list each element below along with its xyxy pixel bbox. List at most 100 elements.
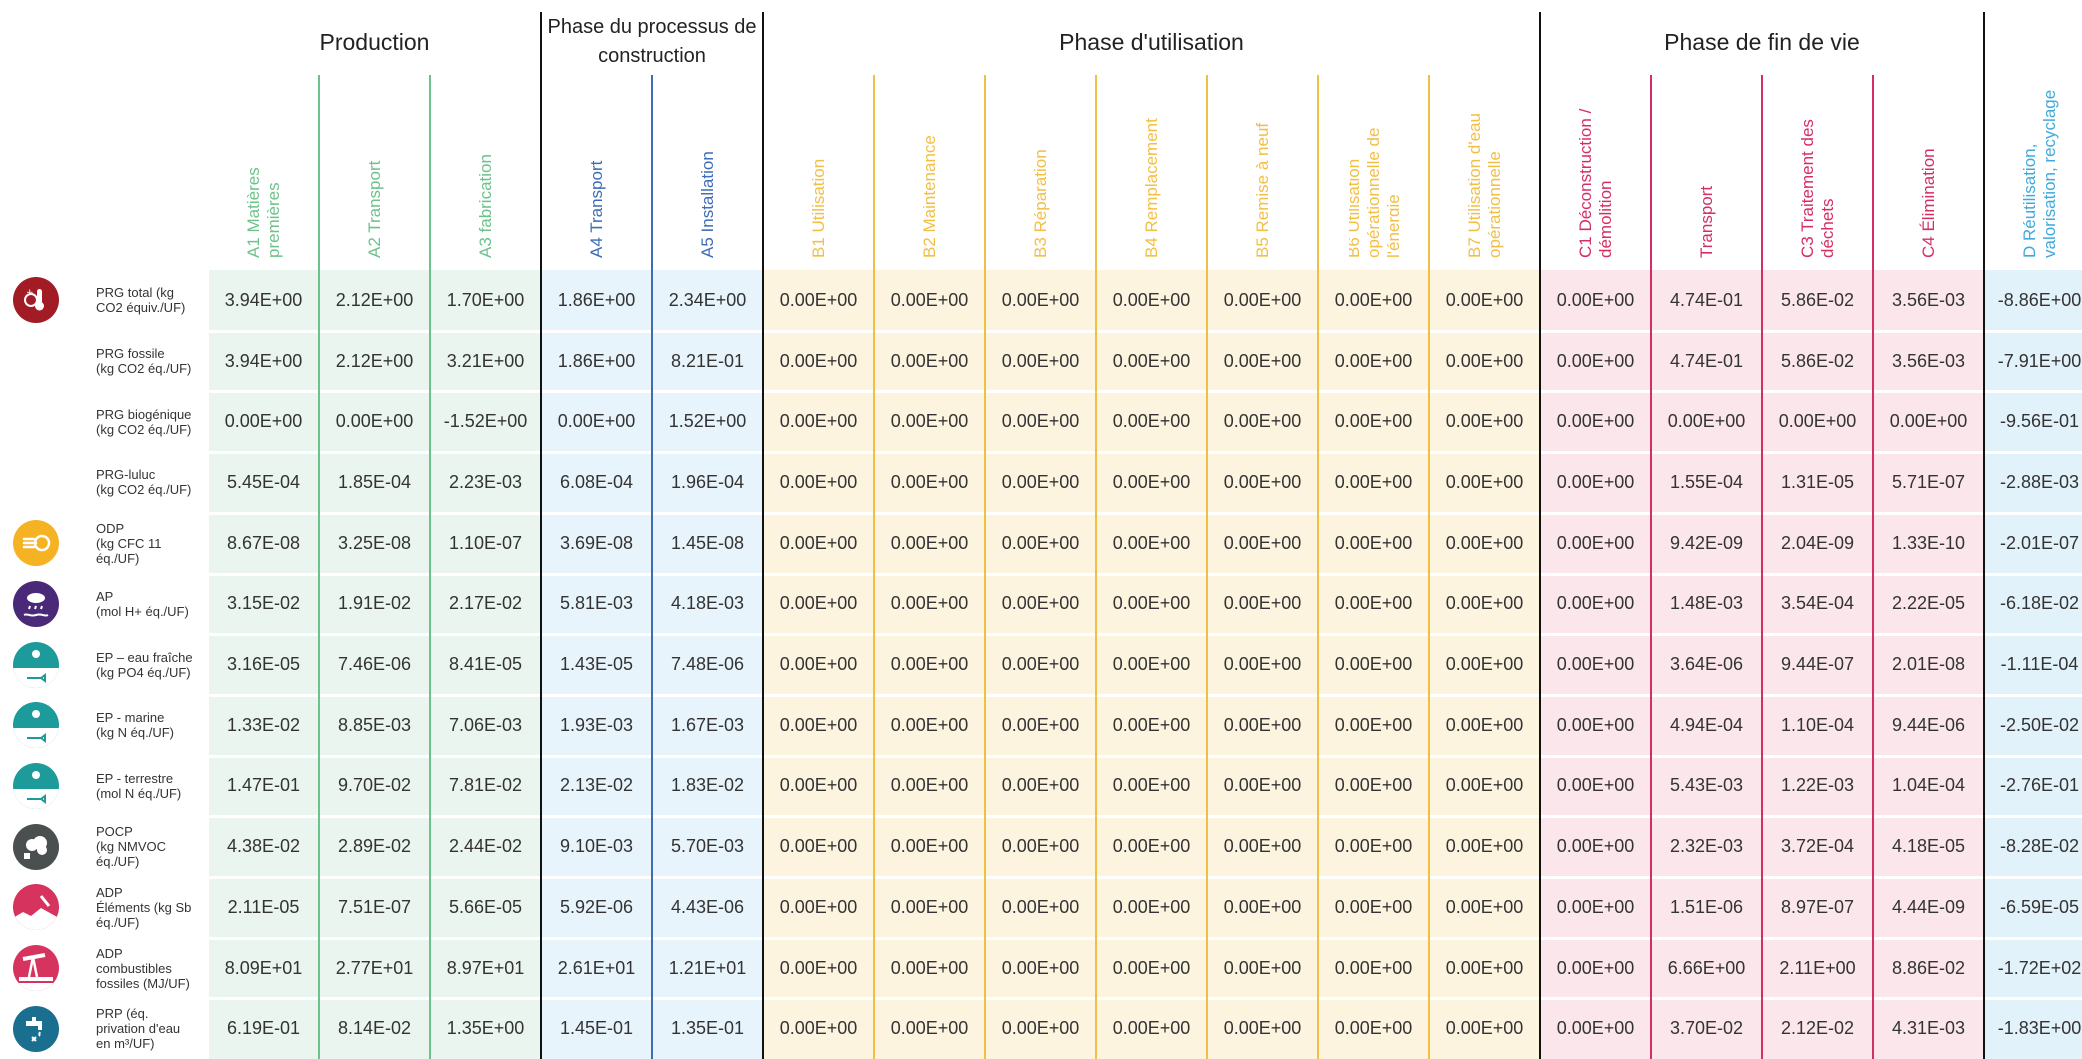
table-cell: 2.22E-05 (1891, 593, 1966, 614)
table-cell: 0.00E+00 (1445, 957, 1524, 978)
table-cell: 3.70E-02 (1669, 1018, 1744, 1039)
smog-icon (13, 823, 59, 870)
column-header-label: A4 Transport (586, 160, 606, 258)
table-cell: 3.15E-02 (226, 593, 301, 614)
table-cell: 0.00E+00 (335, 411, 414, 432)
table-cell: -1.11E-04 (2000, 654, 2079, 675)
table-cell: 0.00E+00 (1112, 350, 1191, 371)
column-background (320, 270, 430, 1059)
table-cell: 2.44E-02 (448, 836, 523, 857)
oil-pump-icon (13, 945, 59, 992)
table-cell: 0.00E+00 (1445, 1018, 1524, 1039)
table-cell: 0.00E+00 (1445, 411, 1524, 432)
terrestrial-icon (13, 762, 59, 809)
column-background (1763, 270, 1873, 1059)
table-cell: 0.00E+00 (1334, 836, 1413, 857)
table-cell: 0.00E+00 (1445, 289, 1524, 310)
table-cell: 5.45E-04 (226, 471, 301, 492)
table-cell: 0.00E+00 (779, 532, 858, 553)
table-cell: -2.76E-01 (1999, 775, 2080, 796)
column-background (1208, 270, 1318, 1059)
row-label: EP – eau fraîche (kg PO4 éq./UF) (96, 634, 206, 695)
column-background (542, 270, 652, 1059)
column-header-label: B1 Utilisation (808, 158, 828, 258)
table-cell: 0.00E+00 (779, 471, 858, 492)
table-cell: 2.77E+01 (335, 957, 414, 978)
row-label: PRP (éq. privation d'eau en m³/UF) (96, 998, 206, 1059)
table-cell: 0.00E+00 (890, 896, 969, 917)
table-cell: 1.45E-08 (670, 532, 745, 553)
table-cell: 0.00E+00 (1001, 350, 1080, 371)
table-cell: 2.13E-02 (559, 775, 634, 796)
table-cell: 2.12E+00 (335, 350, 414, 371)
row-label-text: PRG fossile (kg CO2 éq./UF) (96, 346, 192, 377)
column-header: A3 fabrication (461, 88, 511, 258)
table-cell: -2.50E-02 (1999, 714, 2080, 735)
column-header-label: B6 Utilisation opérationnelle de l'énerg… (1348, 127, 1399, 258)
table-cell: 1.22E-03 (1780, 775, 1855, 796)
table-cell: 0.00E+00 (1001, 411, 1080, 432)
column-background (1097, 270, 1207, 1059)
table-cell: 0.00E+00 (1556, 411, 1635, 432)
row-label: AP (mol H+ éq./UF) (96, 574, 206, 635)
table-cell: 0.00E+00 (1334, 654, 1413, 675)
table-cell: 0.00E+00 (779, 411, 858, 432)
table-cell: 0.00E+00 (1223, 836, 1302, 857)
table-cell: 0.00E+00 (890, 714, 969, 735)
table-cell: 0.00E+00 (1445, 654, 1524, 675)
table-cell: 0.00E+00 (1445, 775, 1524, 796)
table-cell: 0.00E+00 (1112, 411, 1191, 432)
row-separator (208, 451, 2082, 455)
column-header: B1 Utilisation (794, 88, 844, 258)
column-background (875, 270, 985, 1059)
row-label: EP - marine (kg N éq./UF) (96, 695, 206, 756)
table-cell: 0.00E+00 (1556, 775, 1635, 796)
column-divider (318, 75, 320, 1059)
water-tap-icon (13, 1005, 59, 1052)
table-cell: 4.18E-03 (670, 593, 745, 614)
column-header: B4 Remplacement (1127, 88, 1177, 258)
table-cell: 0.00E+00 (1556, 957, 1635, 978)
table-cell: 0.00E+00 (1556, 654, 1635, 675)
acid-rain-icon (13, 580, 59, 627)
table-cell: 0.00E+00 (1112, 714, 1191, 735)
table-cell: 0.00E+00 (779, 836, 858, 857)
table-cell: 2.11E+00 (1779, 957, 1856, 978)
column-divider (1206, 75, 1208, 1059)
table-cell: 7.51E-07 (337, 896, 412, 917)
row-label: PRG-luluc (kg CO2 éq./UF) (96, 452, 206, 513)
column-divider (1872, 75, 1874, 1059)
table-cell: 8.21E-01 (670, 350, 745, 371)
row-label: ODP (kg CFC 11 éq./UF) (96, 513, 206, 574)
table-cell: 1.31E-05 (1780, 471, 1855, 492)
table-cell: 0.00E+00 (1334, 289, 1413, 310)
column-header: B2 Maintenance (905, 88, 955, 258)
table-cell: 3.21E+00 (446, 350, 525, 371)
table-cell: 1.35E-01 (670, 1018, 745, 1039)
table-cell: -1.83E+00 (1997, 1018, 2082, 1039)
phase-divider (540, 12, 542, 1059)
table-cell: 0.00E+00 (1112, 775, 1191, 796)
table-cell: 3.72E-04 (1780, 836, 1855, 857)
table-cell: 0.00E+00 (1223, 350, 1302, 371)
table-cell: 6.19E-01 (226, 1018, 301, 1039)
table-cell: 2.04E-09 (1780, 532, 1855, 553)
table-cell: 0.00E+00 (1223, 289, 1302, 310)
row-separator (208, 936, 2082, 940)
table-cell: 1.96E-04 (670, 471, 745, 492)
table-cell: 3.64E-06 (1669, 654, 1744, 675)
table-cell: 6.08E-04 (559, 471, 634, 492)
table-cell: 0.00E+00 (1001, 1018, 1080, 1039)
column-divider (651, 75, 653, 1059)
table-cell: 2.17E-02 (448, 593, 523, 614)
table-cell: -2.01E-07 (1999, 532, 2080, 553)
table-cell: 2.32E-03 (1669, 836, 1744, 857)
table-cell: 5.70E-03 (670, 836, 745, 857)
table-cell: 1.21E+01 (668, 957, 747, 978)
table-cell: -2.88E-03 (1999, 471, 2080, 492)
table-cell: 0.00E+00 (1334, 896, 1413, 917)
row-label: ADP Éléments (kg Sb éq./UF) (96, 877, 206, 938)
row-label-text: AP (mol H+ éq./UF) (96, 588, 189, 619)
table-cell: 0.00E+00 (1445, 532, 1524, 553)
table-cell: 1.10E-07 (448, 532, 523, 553)
